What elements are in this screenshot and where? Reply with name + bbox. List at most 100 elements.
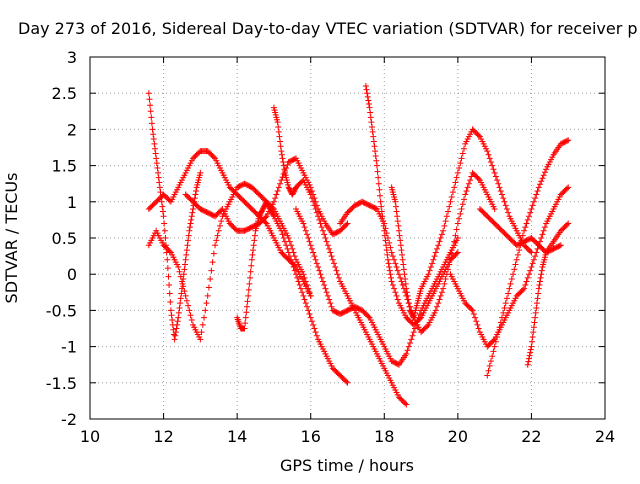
data-point: [501, 304, 508, 311]
data-point: [407, 339, 414, 346]
data-point: [302, 278, 309, 285]
data-point: [429, 260, 436, 267]
data-point: [184, 242, 191, 249]
data-point: [436, 238, 443, 245]
data-point: [174, 318, 181, 325]
data-point: [384, 256, 391, 263]
data-point: [538, 235, 545, 241]
data-point: [188, 216, 195, 223]
data-point: [175, 314, 182, 321]
data-point: [344, 379, 351, 386]
data-point: [294, 274, 301, 281]
data-point: [525, 213, 532, 220]
data-point: [162, 235, 169, 241]
data-point: [188, 213, 195, 220]
data-point: [388, 278, 395, 285]
data-point: [499, 314, 505, 321]
data-point: [525, 358, 532, 365]
data-point: [389, 253, 396, 260]
data-point: [519, 232, 526, 239]
data-point: [563, 221, 570, 228]
y-tick-label: 0: [67, 265, 77, 284]
data-point: [485, 367, 492, 374]
data-point: [378, 203, 385, 210]
data-point: [250, 242, 257, 249]
data-point: [176, 268, 183, 275]
data-point: [276, 133, 283, 140]
chart-title: Day 273 of 2016, Sidereal Day-to-day VTE…: [18, 19, 638, 38]
data-point: [525, 355, 532, 362]
data-point: [404, 347, 411, 354]
data-point: [401, 271, 408, 278]
data-point: [328, 253, 335, 260]
data-point: [475, 132, 482, 139]
data-point: [275, 184, 282, 191]
data-point: [388, 249, 395, 256]
data-point: [492, 338, 499, 345]
data-point: [344, 220, 351, 227]
series-track-f: [270, 104, 410, 408]
data-point: [364, 93, 371, 100]
data-point: [327, 249, 334, 256]
data-point: [383, 247, 390, 254]
data-point: [458, 206, 465, 213]
x-tick-label: 22: [521, 427, 541, 446]
data-point: [405, 296, 412, 303]
data-point: [416, 315, 423, 322]
data-point: [465, 180, 472, 187]
data-point: [278, 151, 285, 158]
series-track-a: [145, 90, 204, 343]
data-point: [334, 271, 341, 278]
data-point: [497, 187, 504, 194]
data-point: [492, 173, 499, 180]
data-point: [374, 168, 381, 175]
data-point: [156, 179, 163, 186]
data-point: [296, 282, 303, 289]
x-axis-label: GPS time / hours: [280, 456, 414, 475]
data-point: [174, 321, 181, 328]
data-point: [507, 280, 514, 287]
data-point: [491, 169, 498, 176]
data-point: [301, 296, 308, 303]
data-point: [425, 271, 432, 278]
data-point: [275, 123, 282, 130]
data-point: [299, 289, 306, 296]
data-point: [376, 192, 383, 199]
data-point: [321, 231, 328, 238]
data-point: [386, 239, 393, 246]
data-point: [458, 155, 465, 162]
data-point: [300, 271, 307, 278]
data-point: [308, 318, 315, 325]
data-point: [328, 303, 335, 310]
data-point: [251, 237, 258, 244]
data-point: [185, 302, 192, 309]
data-point: [452, 232, 459, 239]
data-point: [435, 300, 442, 307]
data-point: [474, 321, 481, 328]
data-point: [519, 286, 526, 293]
data-point: [245, 292, 252, 299]
data-point: [278, 227, 285, 234]
data-point: [164, 265, 171, 272]
data-point: [377, 198, 384, 205]
data-point: [410, 313, 417, 320]
data-point: [394, 296, 401, 303]
data-point: [393, 263, 400, 270]
series-track-i: [337, 169, 498, 336]
data-point: [427, 263, 434, 270]
data-point: [383, 242, 390, 249]
data-point: [486, 155, 493, 162]
data-point: [332, 263, 339, 270]
data-point: [302, 300, 309, 307]
data-point: [522, 224, 529, 231]
y-tick-label: 3: [67, 48, 77, 67]
data-point: [250, 247, 257, 254]
data-point: [164, 256, 171, 263]
data-point: [437, 235, 444, 241]
data-point: [539, 231, 546, 238]
data-point: [408, 336, 415, 343]
data-point: [307, 292, 314, 299]
data-point: [506, 285, 513, 292]
data-point: [540, 227, 547, 234]
data-point: [305, 235, 312, 241]
